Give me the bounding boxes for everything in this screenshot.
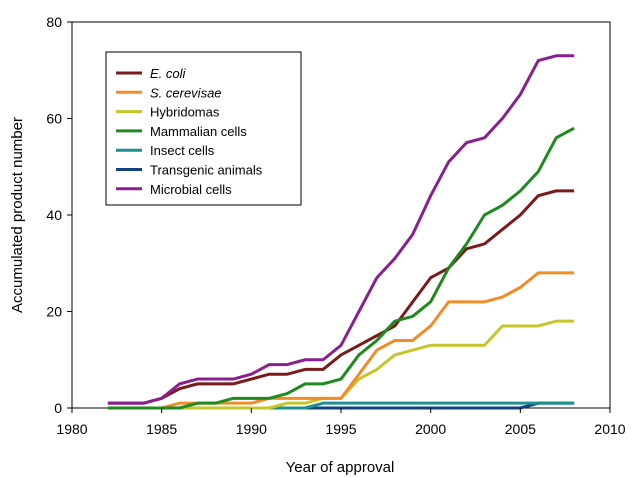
legend-label: Microbial cells bbox=[150, 182, 232, 197]
series-layer bbox=[107, 54, 575, 410]
y-tick-label: 0 bbox=[54, 400, 62, 416]
x-tick-label: 1980 bbox=[56, 421, 87, 437]
y-tick-label: 40 bbox=[46, 207, 62, 223]
legend: E. coli S. cerevisae Hybridomas Mammalian c… bbox=[105, 51, 302, 206]
series-line-microbial-cells bbox=[107, 54, 575, 405]
series-line-mammalian-cells bbox=[107, 126, 575, 410]
y-tick-label: 20 bbox=[46, 304, 62, 320]
x-tick-label: 1990 bbox=[236, 421, 267, 437]
y-tick-label: 80 bbox=[46, 14, 62, 30]
x-axis-label: Year of approval bbox=[286, 459, 395, 476]
axis-layer: 1980 1985 1990 1995 2000 2005 2010 0 20 40 60 80 bbox=[46, 14, 625, 437]
legend-label: Transgenic animals bbox=[150, 163, 263, 178]
y-axis-label: Accumulated product number bbox=[9, 117, 26, 313]
x-tick-label: 2005 bbox=[505, 421, 536, 437]
legend-label: S. cerevisae bbox=[150, 85, 222, 100]
series-line-hybridomas bbox=[107, 319, 575, 410]
x-tick-label: 2000 bbox=[415, 421, 446, 437]
legend-box bbox=[105, 51, 302, 206]
series-line-s-cerevisae bbox=[107, 271, 575, 410]
series-line-e-coli bbox=[107, 189, 575, 405]
x-tick-label: 1985 bbox=[146, 421, 177, 437]
legend-label: Mammalian cells bbox=[150, 124, 247, 139]
legend-label: Insect cells bbox=[150, 143, 215, 158]
x-tick-label: 1995 bbox=[325, 421, 356, 437]
legend-items: E. coli S. cerevisae Hybridomas Mammalian c… bbox=[116, 66, 263, 197]
x-tick-label: 2010 bbox=[594, 421, 625, 437]
legend-label: E. coli bbox=[150, 66, 187, 81]
legend-label: Hybridomas bbox=[150, 105, 220, 120]
y-tick-label: 60 bbox=[46, 111, 62, 127]
